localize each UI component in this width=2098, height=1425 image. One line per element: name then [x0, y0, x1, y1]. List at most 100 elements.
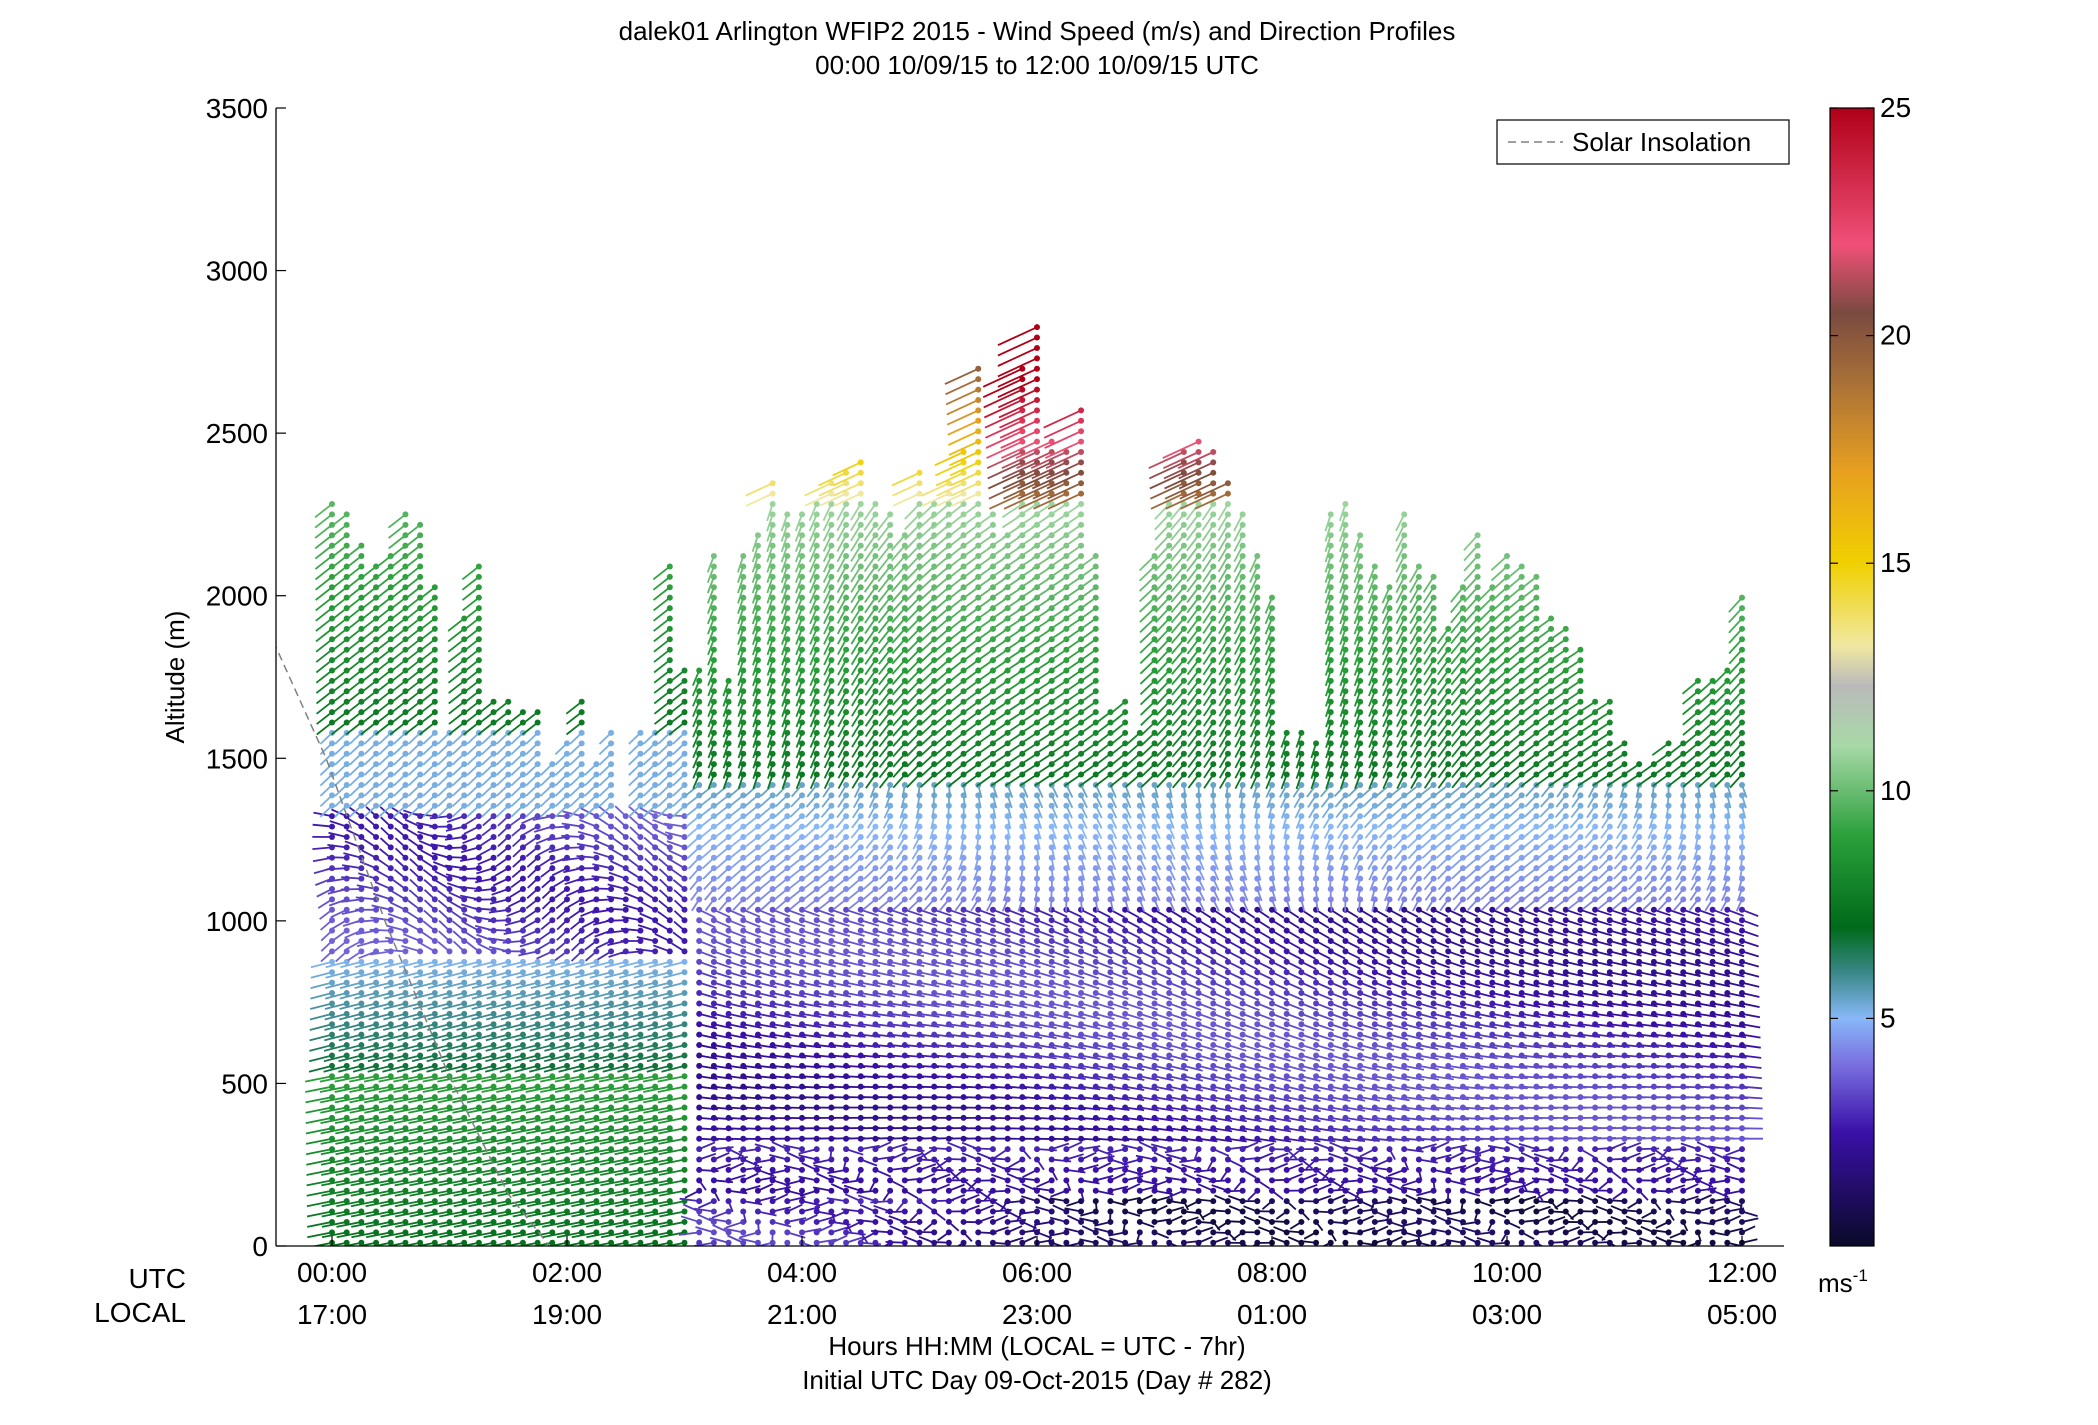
- wind-barb-shaft: [307, 1231, 333, 1239]
- wind-barb-shaft: [350, 1169, 377, 1176]
- wind-barb-dot: [329, 1073, 335, 1080]
- wind-barb-dot: [475, 563, 482, 570]
- wind-barb-dot: [696, 1083, 703, 1090]
- wind-barb-dot: [343, 771, 350, 778]
- wind-barb-shaft: [305, 1085, 333, 1093]
- wind-barb: [527, 875, 541, 889]
- wind-barb-dot: [725, 1062, 732, 1069]
- wind-barb-dot: [387, 761, 394, 768]
- wind-barb-dot: [696, 1073, 703, 1080]
- wind-barb: [434, 870, 453, 882]
- wind-barb-dot: [446, 761, 453, 768]
- wind-barb-dot: [666, 615, 673, 622]
- wind-barb: [349, 1073, 380, 1083]
- wind-barb-dot: [593, 990, 600, 997]
- wind-barb-dot: [461, 958, 468, 965]
- wind-barb-dot: [490, 1010, 497, 1017]
- wind-barb-shaft: [329, 534, 348, 550]
- wind-barb-shaft: [329, 555, 348, 570]
- wind-barb: [324, 1010, 350, 1021]
- wind-barb-shaft: [334, 1096, 362, 1104]
- wind-barb: [336, 1208, 365, 1218]
- wind-barb-shaft: [330, 617, 348, 632]
- wind-barb-dot: [431, 667, 438, 674]
- wind-barb-shaft: [487, 928, 509, 932]
- wind-barb-dot: [519, 781, 526, 788]
- wind-barb: [420, 849, 438, 861]
- wind-barb-dot: [505, 761, 512, 768]
- wind-barb-dot: [725, 969, 732, 976]
- wind-barb-dot: [710, 761, 717, 768]
- wind-barb-dot: [740, 958, 747, 965]
- wind-barb: [350, 1146, 380, 1156]
- wind-barb-dot: [490, 885, 497, 892]
- wind-barb-dot: [564, 896, 570, 903]
- wind-barb-shaft: [344, 555, 362, 570]
- wind-barb: [329, 511, 350, 529]
- wind-barb: [325, 969, 350, 979]
- wind-barb-dot: [358, 885, 365, 892]
- wind-barb: [310, 979, 335, 989]
- wind-barb-dot: [519, 1031, 526, 1038]
- wind-barb-dot: [534, 771, 541, 778]
- wind-barb-dot: [446, 792, 453, 799]
- wind-barb-dot: [387, 990, 394, 997]
- wind-barb-dot: [343, 1031, 350, 1038]
- wind-barb-dot: [666, 1000, 673, 1007]
- wind-barb-dot: [329, 792, 335, 799]
- wind-barb-dot: [593, 854, 600, 861]
- wind-barb-dot: [343, 1021, 350, 1028]
- wind-barb-shaft: [326, 867, 347, 871]
- wind-barb-shaft: [334, 1075, 362, 1083]
- wind-barb-dot: [681, 719, 688, 726]
- wind-barb-dot: [534, 979, 541, 986]
- wind-barb-dot: [696, 667, 703, 674]
- wind-barb-dot: [725, 1083, 732, 1090]
- wind-barb-dot: [564, 969, 570, 976]
- wind-barb-dot: [564, 906, 570, 913]
- wind-barb-dot: [490, 813, 497, 820]
- wind-barb: [308, 1052, 335, 1063]
- wind-barb-dot: [725, 1146, 732, 1153]
- wind-barb: [329, 820, 350, 830]
- wind-barb-shaft: [306, 1200, 333, 1208]
- wind-barb-dot: [490, 1031, 497, 1038]
- wind-barb-dot: [461, 833, 468, 840]
- wind-barb-dot: [343, 740, 350, 747]
- wind-barb-dot: [578, 771, 585, 778]
- wind-barb-dot: [446, 802, 453, 809]
- wind-barb-dot: [593, 761, 600, 768]
- wind-barb-dot: [593, 1000, 600, 1007]
- wind-barb-dot: [681, 1021, 688, 1028]
- wind-barb-dot: [431, 969, 438, 976]
- wind-barb-dot: [696, 1135, 703, 1142]
- wind-barb: [556, 917, 570, 931]
- wind-barb-dot: [549, 938, 556, 945]
- wind-barb: [334, 1083, 365, 1093]
- wind-barb: [319, 1073, 350, 1083]
- wind-barb-shaft: [341, 864, 362, 870]
- wind-barb: [305, 1104, 335, 1114]
- wind-barb-dot: [358, 1042, 365, 1049]
- wind-barb-dot: [681, 854, 688, 861]
- wind-barb-dot: [710, 917, 717, 924]
- wind-barb-dot: [431, 1052, 438, 1059]
- wind-barb-dot: [431, 584, 438, 591]
- wind-barb-dot: [387, 833, 394, 840]
- wind-barb: [379, 848, 394, 861]
- wind-barb: [336, 1218, 365, 1228]
- wind-barb-dot: [666, 563, 673, 570]
- wind-barb-shaft: [344, 607, 362, 622]
- wind-barb-dot: [710, 1052, 717, 1059]
- wind-barb-dot: [358, 1114, 365, 1121]
- wind-barb-dot: [373, 813, 380, 820]
- wind-barb: [328, 831, 350, 840]
- wind-barb-shaft: [350, 1179, 377, 1187]
- wind-barb-dot: [358, 1094, 365, 1101]
- wind-barb-dot: [402, 771, 409, 778]
- wind-barb-dot: [373, 865, 380, 872]
- wind-barb-dot: [373, 1031, 380, 1038]
- wind-barb-dot: [387, 1042, 394, 1049]
- wind-barb-dot: [725, 1135, 732, 1142]
- wind-barb-shaft: [312, 823, 333, 828]
